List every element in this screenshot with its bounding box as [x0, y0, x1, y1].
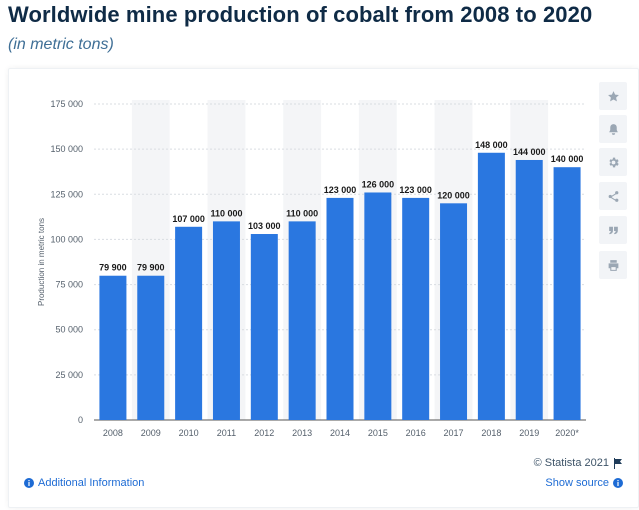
bar	[288, 221, 316, 420]
y-tick-label: 50 000	[55, 325, 83, 335]
y-tick-label: 175 000	[50, 99, 83, 109]
flag-icon	[614, 457, 622, 469]
bar-value-label: 123 000	[399, 185, 432, 195]
bar-value-label: 140 000	[551, 154, 584, 164]
y-tick-label: 25 000	[55, 370, 83, 380]
bar	[250, 234, 278, 420]
show-source-label: Show source	[545, 477, 609, 489]
star-icon	[607, 90, 619, 101]
gear-icon	[608, 157, 619, 167]
print-icon	[608, 259, 618, 271]
bar	[137, 275, 165, 420]
bar	[175, 226, 203, 420]
bar	[212, 221, 240, 420]
x-tick-label: 2019	[519, 428, 539, 438]
info-icon	[613, 478, 623, 488]
y-tick-label: 0	[78, 415, 83, 425]
x-tick-label: 2015	[368, 428, 388, 438]
y-tick-label: 125 000	[50, 189, 83, 199]
bar	[553, 167, 581, 420]
bar	[477, 152, 505, 421]
notification-button[interactable]	[599, 115, 627, 143]
bar-value-label: 126 000	[362, 179, 395, 189]
bar-value-label: 110 000	[210, 208, 242, 218]
y-axis-title: Production in metric tons	[37, 218, 46, 306]
cite-button[interactable]	[599, 216, 627, 244]
additional-info-link[interactable]: Additional Information	[24, 477, 144, 489]
bar-value-label: 107 000	[172, 214, 205, 224]
copyright-text: © Statista 2021	[533, 457, 609, 469]
share-icon	[608, 190, 618, 202]
info-icon	[24, 478, 34, 488]
bar	[440, 203, 468, 420]
x-tick-label: 2011	[217, 428, 236, 438]
share-button[interactable]	[599, 182, 627, 210]
favorite-button[interactable]	[599, 82, 627, 110]
print-button[interactable]	[599, 251, 627, 279]
y-tick-label: 75 000	[55, 280, 83, 290]
x-tick-label: 2018	[481, 428, 501, 438]
copyright: © Statista 2021	[534, 457, 623, 469]
y-tick-label: 150 000	[50, 144, 83, 154]
bar	[515, 159, 543, 420]
bar-value-label: 103 000	[248, 221, 281, 231]
chart-title: Worldwide mine production of cobalt from…	[8, 2, 593, 27]
bar	[364, 192, 392, 420]
bar	[402, 197, 430, 420]
quote-icon	[608, 226, 618, 234]
bar-value-label: 79 900	[99, 263, 127, 273]
bar	[99, 275, 127, 420]
x-tick-label: 2020*	[555, 428, 579, 438]
x-tick-label: 2010	[179, 428, 199, 438]
x-tick-label: 2009	[141, 428, 161, 438]
bar-value-label: 144 000	[513, 147, 546, 157]
x-tick-label: 2016	[406, 428, 426, 438]
x-tick-label: 2008	[103, 428, 123, 438]
additional-info-label: Additional Information	[38, 477, 145, 489]
bell-icon	[608, 123, 618, 135]
bar-value-label: 79 900	[137, 263, 165, 273]
bar-value-label: 148 000	[475, 140, 508, 150]
bar-value-label: 123 000	[324, 185, 357, 195]
chart-subtitle: (in metric tons)	[8, 36, 114, 53]
bar	[326, 197, 354, 420]
x-tick-label: 2014	[330, 428, 350, 438]
x-tick-label: 2017	[444, 428, 464, 438]
y-tick-label: 100 000	[50, 234, 83, 244]
bar-value-label: 120 000	[437, 190, 470, 200]
show-source-link[interactable]: Show source	[545, 477, 623, 489]
settings-button[interactable]	[599, 148, 627, 176]
bar-value-label: 110 000	[286, 208, 318, 218]
x-tick-label: 2012	[254, 428, 274, 438]
x-tick-label: 2013	[292, 428, 312, 438]
